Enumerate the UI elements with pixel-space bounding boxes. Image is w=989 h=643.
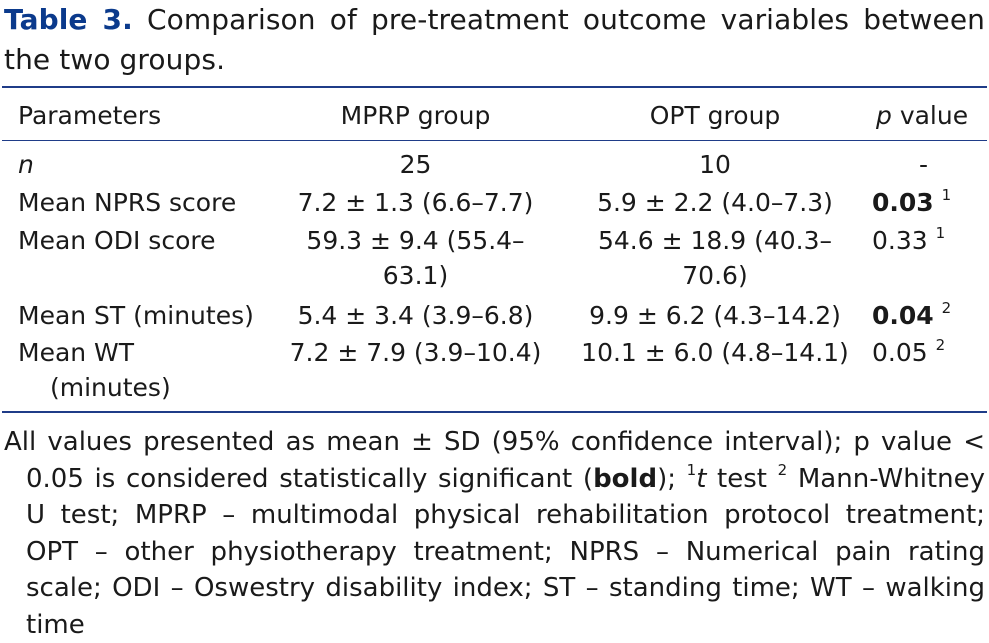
header-mprp-group: MPRP group xyxy=(340,101,491,130)
row-wt-p-sup: 2 xyxy=(935,335,946,354)
row-nprs-p: 0.03 1 xyxy=(872,186,982,220)
row-n-mprp: 25 xyxy=(399,150,432,179)
row-odi-p: 0.33 1 xyxy=(872,224,982,258)
table-caption: Table 3. Comparison of pre-treatment out… xyxy=(4,0,985,80)
row-st-opt: 9.9 ± 6.2 (4.3–14.2) xyxy=(589,301,841,330)
footnote-sup1: 1 xyxy=(686,460,697,479)
row-wt-p: 0.05 2 xyxy=(872,336,982,370)
footnote-sup2: 2 xyxy=(777,460,788,479)
row-odi-p-sup: 1 xyxy=(935,223,946,242)
row-nprs-param: Mean NPRS score xyxy=(18,188,237,217)
footnote-part1: All values presented as mean ± SD (95% c… xyxy=(4,427,985,494)
header-p-value: p value xyxy=(876,99,986,133)
row-nprs-opt: 5.9 ± 2.2 (4.0–7.3) xyxy=(597,188,833,217)
row-wt-mprp: 7.2 ± 7.9 (3.9–10.4) xyxy=(289,338,542,367)
footnote-t-italic: t xyxy=(696,463,707,494)
row-odi-opt-line2: 70.6) xyxy=(682,261,748,290)
row-odi-p-value: 0.33 xyxy=(872,226,928,255)
row-st-param: Mean ST (minutes) xyxy=(18,301,254,330)
row-n-param: n xyxy=(18,150,34,179)
table-title: Comparison of pre-treatment outcome vari… xyxy=(4,3,985,76)
row-wt-p-value: 0.05 xyxy=(872,338,928,367)
row-odi-param: Mean ODI score xyxy=(18,226,216,255)
row-odi-mprp-line1: 59.3 ± 9.4 (55.4– xyxy=(306,226,525,255)
row-n-p: - xyxy=(919,150,929,179)
row-odi-mprp-line2: 63.1) xyxy=(382,261,449,290)
top-rule xyxy=(2,86,987,88)
row-st-p-sup: 2 xyxy=(941,298,952,317)
row-n-opt: 10 xyxy=(699,150,731,179)
footnote-part2: ); xyxy=(657,463,687,494)
row-nprs-mprp: 7.2 ± 1.3 (6.6–7.7) xyxy=(297,188,534,217)
header-parameters: Parameters xyxy=(18,101,162,130)
footnote-part3: test xyxy=(706,463,778,494)
row-wt-param-line2: (minutes) xyxy=(50,373,171,402)
row-nprs-p-value: 0.03 xyxy=(872,188,934,217)
row-st-p: 0.04 2 xyxy=(872,299,982,333)
header-opt-group: OPT group xyxy=(649,101,781,130)
row-odi-opt-line1: 54.6 ± 18.9 (40.3– xyxy=(597,226,833,255)
header-p-italic: p xyxy=(876,101,892,130)
footnote-bold-word: bold xyxy=(593,463,658,494)
header-p-rest: value xyxy=(891,101,969,130)
table-label: Table 3. xyxy=(4,3,133,36)
row-wt-param-line1: Mean WT xyxy=(18,338,135,367)
row-wt-opt: 10.1 ± 6.0 (4.8–14.1) xyxy=(581,338,849,367)
header-rule xyxy=(2,140,987,141)
row-st-p-value: 0.04 xyxy=(872,301,934,330)
footnote-part4: Mann-Whitney U test; MPRP – multimodal p… xyxy=(26,463,985,640)
table-footnote: All values presented as mean ± SD (95% c… xyxy=(4,424,985,643)
row-nprs-p-sup: 1 xyxy=(941,185,952,204)
row-st-mprp: 5.4 ± 3.4 (3.9–6.8) xyxy=(297,301,534,330)
bottom-rule xyxy=(2,411,987,413)
